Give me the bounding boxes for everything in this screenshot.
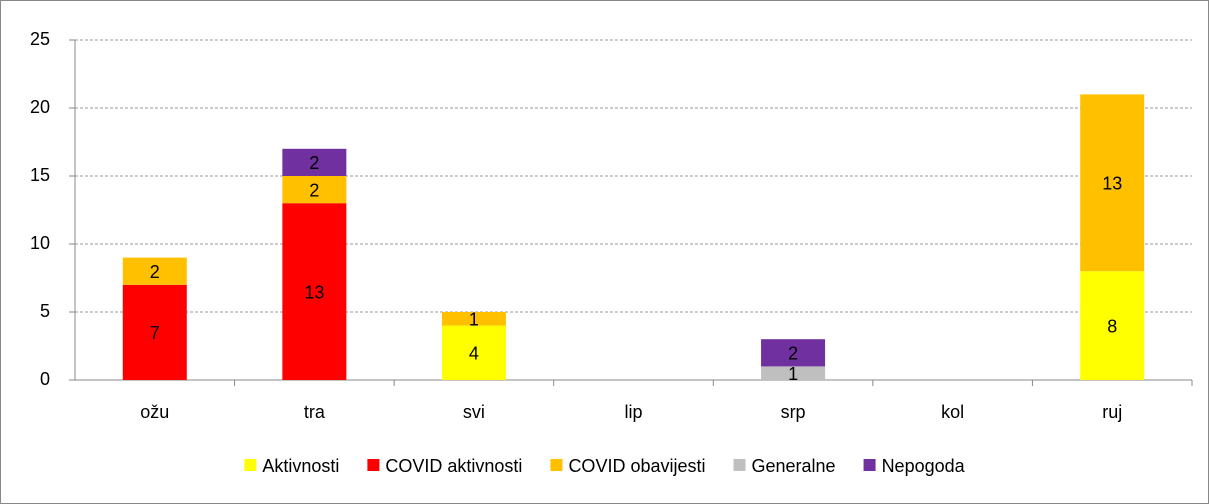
legend-label: Nepogoda <box>882 456 966 476</box>
x-tick-label: srp <box>781 402 806 422</box>
legend-swatch <box>550 459 563 471</box>
x-tick-label: svi <box>463 402 485 422</box>
legend-swatch <box>244 459 257 471</box>
bar-segment <box>441 325 506 380</box>
y-tick-label: 15 <box>30 165 50 185</box>
bar-segment <box>282 203 347 380</box>
legend-label: Generalne <box>752 456 836 476</box>
data-label: 2 <box>788 344 798 364</box>
legend-label: Aktivnosti <box>262 456 339 476</box>
data-label: 2 <box>309 153 319 173</box>
bar-segment <box>761 366 826 380</box>
bar-segment <box>282 148 347 176</box>
y-tick-label: 25 <box>30 29 50 49</box>
bar-segment <box>122 284 187 380</box>
x-tick-label: tra <box>304 402 326 422</box>
legend-swatch <box>863 459 876 471</box>
bar-segment <box>1080 94 1145 272</box>
y-tick-label: 5 <box>40 301 50 321</box>
x-tick-label: kol <box>941 402 964 422</box>
y-tick-label: 0 <box>40 369 50 389</box>
data-label: 1 <box>788 364 798 384</box>
bar-segment <box>1080 271 1145 380</box>
bar-segment <box>282 176 347 204</box>
data-label: 2 <box>309 180 319 200</box>
x-tick-label: ruj <box>1102 402 1122 422</box>
bar-segment <box>441 312 506 326</box>
bar-segment <box>761 339 826 367</box>
data-label: 7 <box>150 323 160 343</box>
x-tick-label: lip <box>624 402 642 422</box>
data-label: 1 <box>469 310 479 330</box>
data-label: 2 <box>150 262 160 282</box>
y-tick-label: 10 <box>30 233 50 253</box>
legend-swatch <box>733 459 746 471</box>
legend-label: COVID aktivnosti <box>385 456 522 476</box>
bar-segment <box>122 257 187 285</box>
data-label: 13 <box>1102 174 1122 194</box>
legend-swatch <box>367 459 380 471</box>
data-label: 4 <box>469 344 479 364</box>
x-tick-label: ožu <box>140 402 169 422</box>
data-label: 13 <box>304 282 324 302</box>
data-label: 8 <box>1107 316 1117 336</box>
y-tick-label: 20 <box>30 97 50 117</box>
legend-label: COVID obavijesti <box>568 456 705 476</box>
